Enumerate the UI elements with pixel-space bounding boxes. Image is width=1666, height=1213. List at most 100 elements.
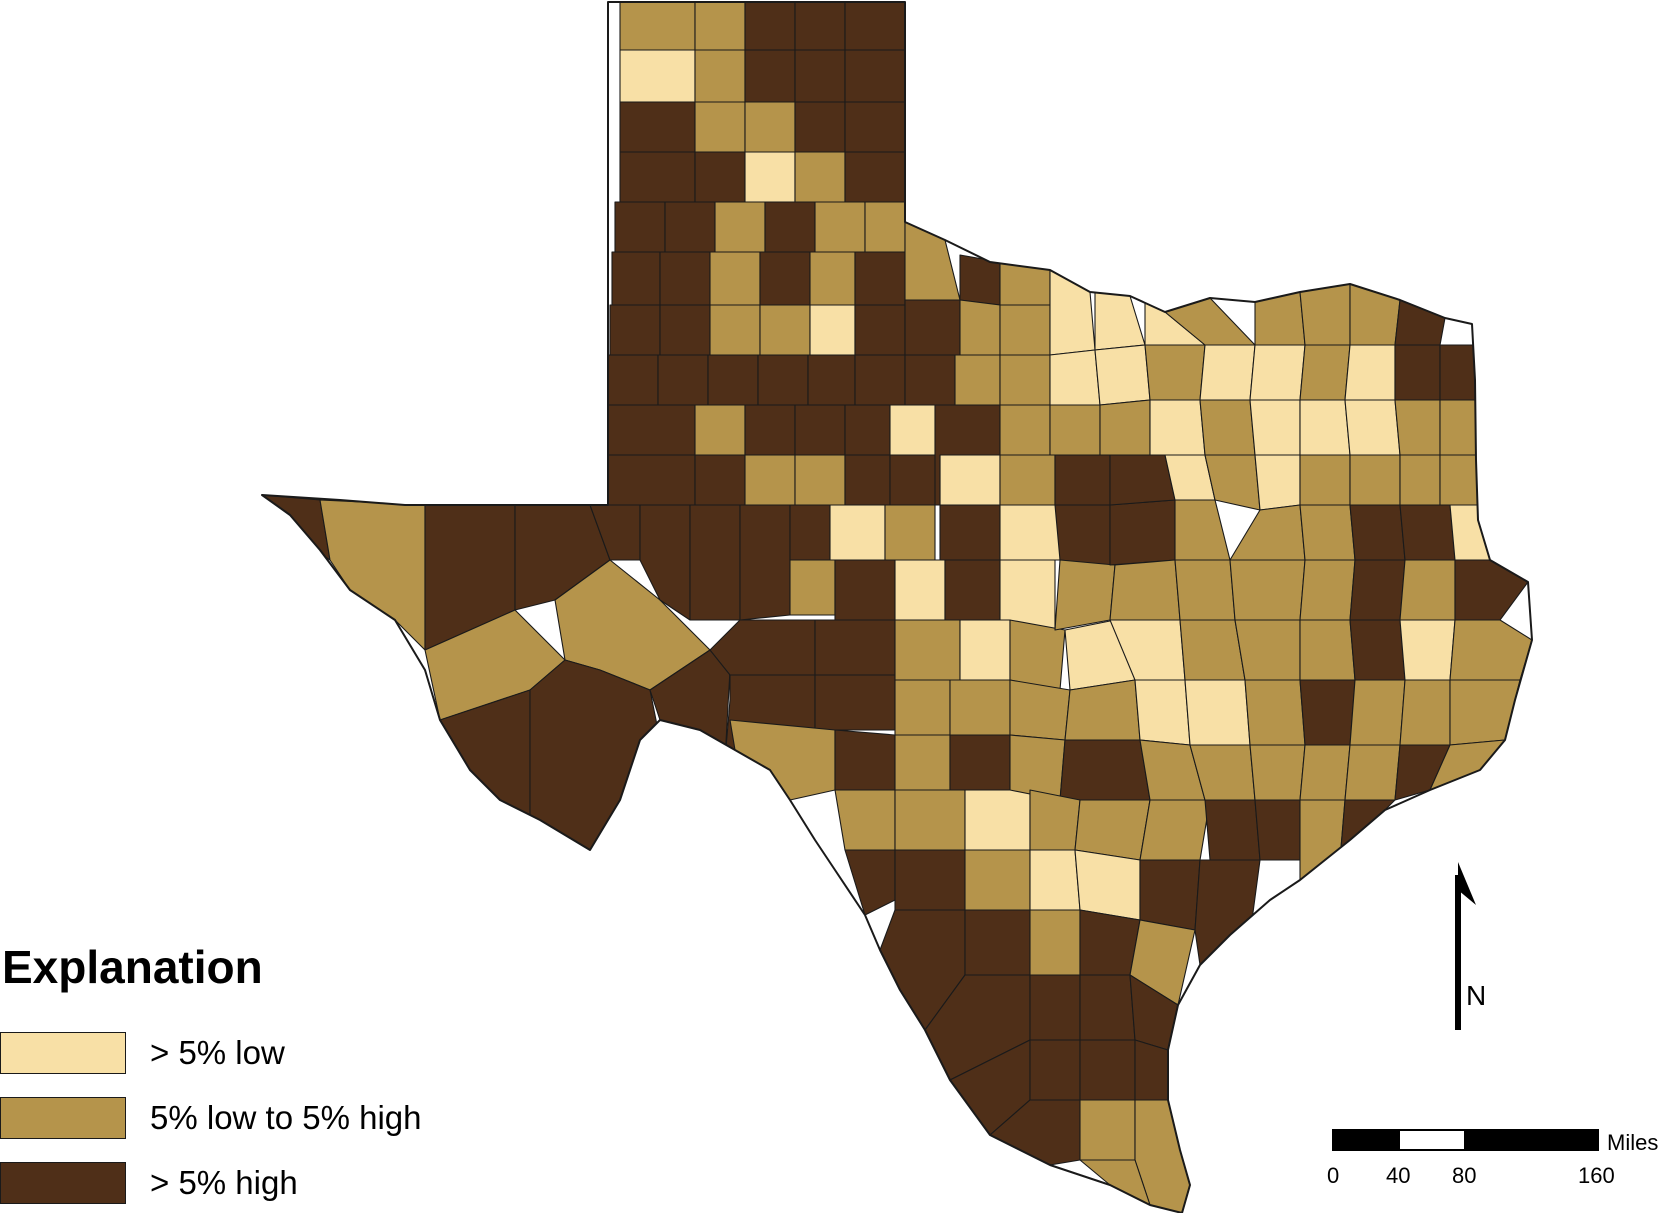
county-polygon xyxy=(1179,619,1246,681)
county-polygon xyxy=(529,659,661,851)
texas-outline xyxy=(261,1,1533,1213)
county-polygon xyxy=(714,201,766,253)
county-polygon xyxy=(1029,789,1081,851)
north-arrow xyxy=(1455,862,1476,1030)
county-polygon xyxy=(844,2,906,51)
county-polygon xyxy=(1299,679,1356,746)
county-polygon xyxy=(949,734,1011,791)
county-polygon xyxy=(959,299,1001,356)
county-polygon xyxy=(1029,974,1081,1041)
county-polygon xyxy=(1399,559,1456,621)
county-polygon xyxy=(664,201,716,253)
county-polygon xyxy=(794,101,846,153)
legend-label-low: > 5% low xyxy=(150,1034,285,1071)
county-polygon xyxy=(1399,679,1451,746)
county-polygon xyxy=(794,404,846,456)
county-polygon xyxy=(1139,859,1201,931)
county-polygon xyxy=(1449,679,1521,746)
county-polygon xyxy=(1394,299,1446,346)
county-polygon xyxy=(1079,1039,1136,1101)
county-polygon xyxy=(1029,849,1081,911)
county-polygon xyxy=(744,2,796,51)
county-polygon xyxy=(1199,344,1256,401)
county-polygon xyxy=(964,789,1031,851)
county-polygon xyxy=(1439,399,1477,456)
county-polygon xyxy=(694,151,746,203)
county-polygon xyxy=(1299,559,1356,621)
county-polygon xyxy=(1094,291,1146,351)
county-polygon xyxy=(1184,679,1251,746)
county-polygon xyxy=(999,504,1061,561)
county-polygon xyxy=(1349,559,1406,621)
county-polygon xyxy=(614,201,666,253)
county-polygon xyxy=(1244,679,1306,746)
county-polygon xyxy=(1349,283,1401,346)
county-polygon xyxy=(954,354,1001,406)
county-polygon xyxy=(744,151,796,203)
county-polygon xyxy=(709,619,816,676)
county-polygon xyxy=(829,504,886,561)
county-polygon xyxy=(607,404,696,456)
county-polygon xyxy=(619,49,696,103)
county-polygon xyxy=(744,404,796,456)
county-polygon xyxy=(1349,619,1406,681)
county-polygon xyxy=(1439,344,1476,401)
county-polygon xyxy=(694,454,746,506)
county-polygon xyxy=(1439,454,1479,506)
county-polygon xyxy=(709,251,761,306)
county-polygon xyxy=(999,454,1056,506)
county-polygon xyxy=(1254,799,1301,861)
county-polygon xyxy=(1299,619,1356,681)
county-polygon xyxy=(1399,454,1441,506)
county-polygon xyxy=(894,679,951,736)
county-polygon xyxy=(1194,859,1261,966)
county-polygon xyxy=(834,729,896,791)
county-polygon xyxy=(959,619,1011,681)
county-polygon xyxy=(904,299,961,356)
county-polygon xyxy=(834,789,896,851)
county-polygon xyxy=(809,304,856,356)
county-polygon xyxy=(619,2,696,51)
county-polygon xyxy=(1229,504,1306,561)
county-polygon xyxy=(814,619,896,676)
county-polygon xyxy=(1134,1039,1169,1101)
legend-swatch-low xyxy=(0,1032,126,1074)
county-polygon xyxy=(694,404,746,456)
county-polygon xyxy=(999,354,1051,406)
county-polygon xyxy=(1054,504,1111,566)
county-polygon xyxy=(844,849,896,916)
county-polygon xyxy=(619,101,696,153)
county-polygon xyxy=(1299,504,1356,561)
county-polygon xyxy=(1344,399,1401,456)
county-polygon xyxy=(999,304,1051,356)
county-polygon xyxy=(854,304,906,356)
legend-item-low: > 5% low xyxy=(0,1032,285,1074)
county-polygon xyxy=(739,504,791,621)
county-polygon xyxy=(1074,849,1141,921)
county-polygon xyxy=(1249,399,1301,456)
county-polygon xyxy=(1149,399,1206,456)
county-polygon xyxy=(1009,734,1066,801)
county-polygon xyxy=(1174,499,1231,561)
county-polygon xyxy=(949,679,1011,736)
county-polygon xyxy=(864,201,906,253)
county-polygon xyxy=(1109,454,1176,506)
county-polygon xyxy=(1454,559,1529,621)
county-polygon xyxy=(794,2,846,51)
county-polygon xyxy=(1399,619,1456,681)
county-polygon xyxy=(1054,559,1116,631)
county-polygon xyxy=(659,251,711,306)
county-polygon xyxy=(1204,799,1261,861)
county-polygon xyxy=(709,304,761,356)
county-polygon xyxy=(659,304,711,356)
county-polygon xyxy=(764,201,816,253)
county-polygon xyxy=(1299,399,1351,456)
legend-swatch-mid xyxy=(0,1097,126,1139)
county-polygon xyxy=(1199,399,1256,456)
county-polygon xyxy=(1009,619,1066,691)
county-polygon xyxy=(844,101,906,153)
county-polygon xyxy=(1079,1099,1136,1161)
county-polygon xyxy=(854,251,906,306)
scale-bar xyxy=(1332,1129,1599,1151)
